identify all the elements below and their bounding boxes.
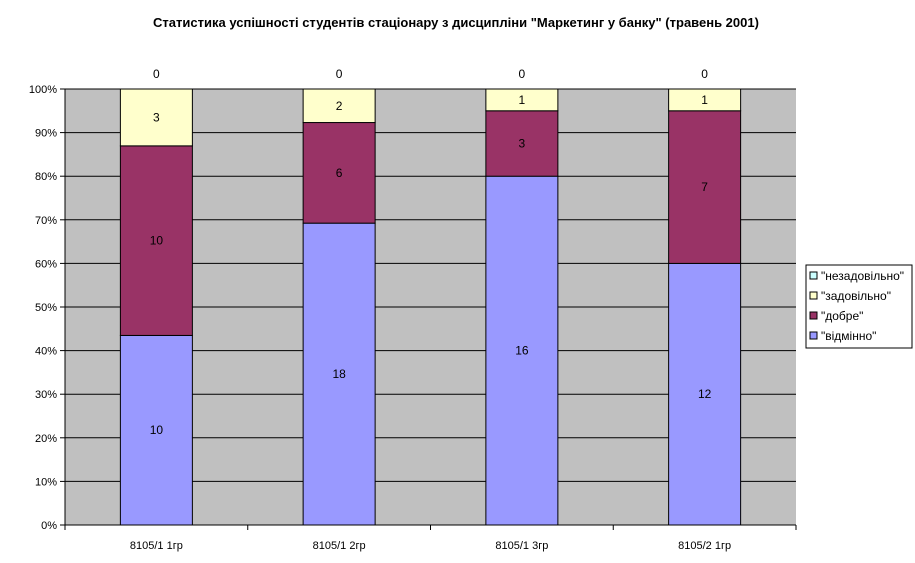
bar-segment [668, 88, 742, 112]
data-label: 10 [150, 234, 164, 248]
x-tick-label: 8105/1 2гр [313, 540, 366, 552]
data-label: 3 [153, 110, 160, 124]
bar-segment [302, 122, 376, 224]
bar-segment [485, 88, 559, 112]
legend-label: "незадовільно" [821, 269, 904, 283]
legend: "незадовільно" "задовільно" "добре" "відмін… [805, 264, 913, 349]
data-label: 12 [698, 387, 712, 401]
chart-title: Статистика успішності студентів стаціона… [153, 15, 759, 30]
legend-swatch [809, 271, 818, 280]
bar-segment [119, 334, 193, 526]
y-tick-label: 50% [35, 302, 57, 314]
x-tick-label: 8105/2 1гр [678, 540, 731, 552]
axes: 0% 10% 20% 30% 40% 50% 60% 70% 80% 90% 100% 8105/1 … [29, 84, 797, 552]
data-label: 16 [515, 344, 529, 358]
legend-label: "задовільно" [821, 289, 891, 303]
data-label: 7 [701, 180, 708, 194]
bar-segment [668, 110, 742, 264]
legend-swatch [809, 331, 818, 340]
data-label: 0 [336, 67, 343, 81]
bar-segment [119, 88, 193, 147]
y-tick-label: 40% [35, 346, 57, 358]
x-tick-label: 8105/1 3гр [495, 540, 548, 552]
legend-swatch [809, 311, 818, 320]
y-tick-label: 90% [35, 128, 57, 140]
data-label: 18 [332, 367, 346, 381]
y-tick-label: 20% [35, 433, 57, 445]
data-label: 3 [519, 137, 526, 151]
y-tick-label: 60% [35, 258, 57, 270]
y-tick-label: 30% [35, 389, 57, 401]
bar-segment [485, 110, 559, 177]
y-tick-label: 10% [35, 476, 57, 488]
bar-segment [302, 88, 376, 124]
data-label: 6 [336, 166, 343, 180]
data-label: 1 [701, 93, 708, 107]
data-label: 10 [150, 423, 164, 437]
data-label: 2 [336, 99, 343, 113]
legend-label: "добре" [821, 309, 863, 323]
y-tick-label: 0% [41, 520, 57, 532]
y-tick-label: 100% [29, 84, 57, 96]
x-tick-label: 8105/1 1гр [130, 540, 183, 552]
data-label: 0 [519, 67, 526, 81]
bar-segment [302, 222, 376, 526]
data-label: 0 [701, 67, 708, 81]
data-label: 1 [519, 93, 526, 107]
y-tick-label: 80% [35, 171, 57, 183]
bar-segment [668, 262, 742, 526]
legend-swatch [809, 291, 818, 300]
bar-segment [485, 175, 559, 526]
legend-label: "відмінно" [821, 329, 876, 343]
y-tick-label: 70% [35, 215, 57, 227]
data-label: 0 [153, 67, 160, 81]
legend-box [805, 264, 913, 349]
